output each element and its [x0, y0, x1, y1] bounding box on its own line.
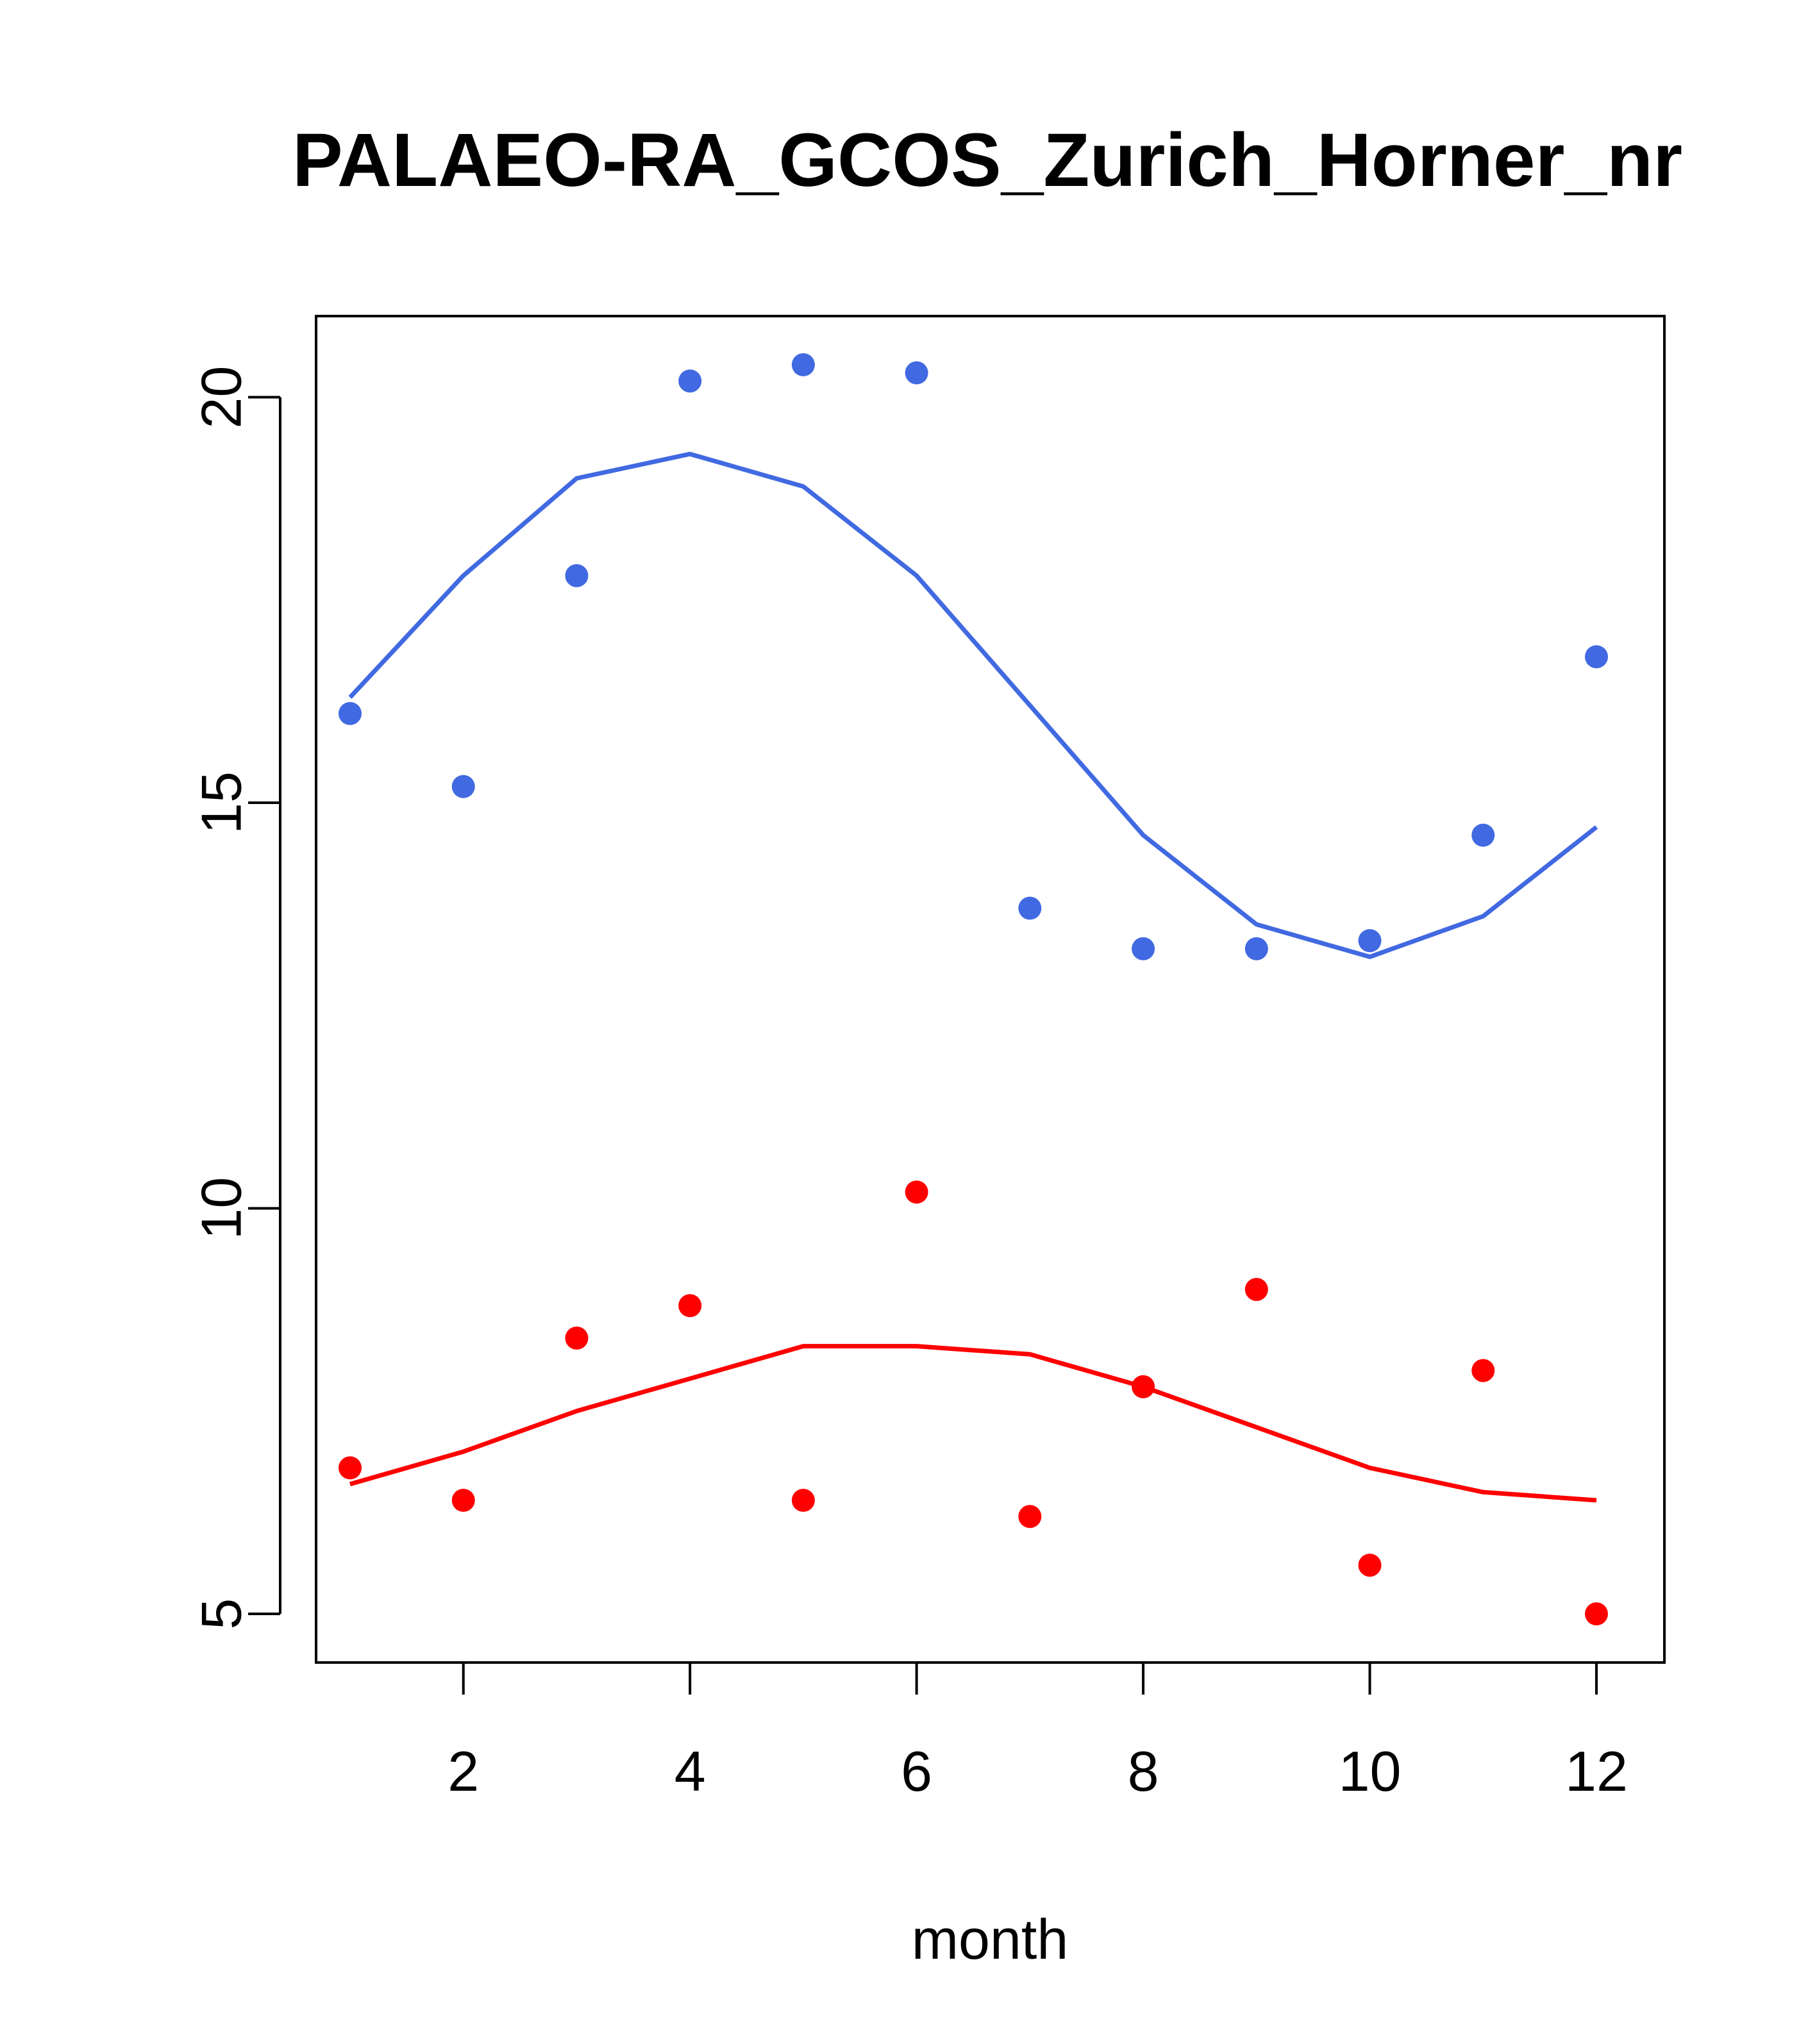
data-point — [565, 1326, 589, 1350]
data-point — [905, 361, 928, 385]
data-point — [905, 1180, 928, 1204]
x-tick-label: 12 — [1565, 1739, 1628, 1803]
data-point — [1132, 1375, 1155, 1398]
y-tick-label: 5 — [190, 1598, 253, 1630]
data-point — [791, 353, 815, 376]
series-layer — [339, 353, 1608, 1626]
x-axis-label: month — [912, 1907, 1069, 1971]
data-point — [339, 1456, 362, 1480]
data-point — [1244, 937, 1268, 960]
data-point — [678, 1294, 702, 1318]
x-tick-label: 8 — [1128, 1739, 1159, 1803]
data-point — [1018, 896, 1042, 920]
data-point — [1132, 937, 1155, 960]
x-tick-label: 6 — [901, 1739, 932, 1803]
data-point — [1018, 1505, 1042, 1529]
y-tick-label: 10 — [190, 1177, 253, 1240]
series-line — [348, 451, 1598, 959]
series-line — [349, 1344, 1597, 1503]
data-point — [1358, 1554, 1382, 1577]
data-point — [339, 701, 362, 725]
data-point — [791, 1488, 815, 1512]
x-tick-label: 4 — [674, 1739, 706, 1803]
data-point — [1584, 645, 1608, 669]
data-point — [451, 1488, 475, 1512]
data-point — [678, 369, 702, 393]
x-tick-label: 10 — [1339, 1739, 1402, 1803]
data-point — [565, 564, 589, 587]
x-tick-label: 2 — [448, 1739, 479, 1803]
data-point — [1584, 1602, 1608, 1626]
data-point — [1471, 823, 1495, 847]
data-point — [1471, 1359, 1495, 1382]
y-axis: 5 10 15 20 — [190, 366, 281, 1630]
x-axis: 2 4 6 8 10 12 — [448, 1663, 1628, 1803]
y-tick-label: 20 — [190, 366, 253, 429]
data-point — [1244, 1278, 1268, 1302]
y-tick-label: 15 — [190, 771, 253, 834]
data-point — [451, 775, 475, 798]
plot-frame — [315, 315, 1666, 1664]
data-point — [1358, 929, 1382, 953]
chart-title: PALAEO-RA_GCOS_Zurich_Horner_nr — [292, 118, 1682, 203]
